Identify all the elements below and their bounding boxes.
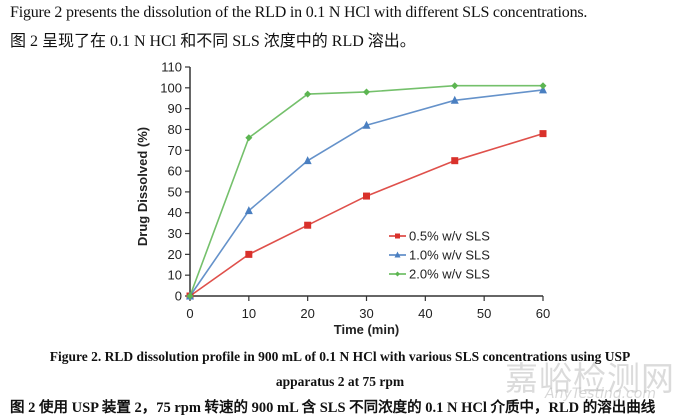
- series-3: [186, 82, 547, 300]
- chart-legend: 0.5% w/v SLS 1.0% w/v SLS 2.0% w/v SLS: [389, 229, 490, 282]
- y-tick-label: 80: [168, 122, 182, 137]
- y-tick-label: 60: [168, 164, 182, 179]
- data-point: [304, 90, 312, 98]
- legend-label: 0.5% w/v SLS: [409, 229, 490, 244]
- series-line: [189, 84, 543, 297]
- legend-label: 2.0% w/v SLS: [409, 267, 490, 282]
- series-2: [186, 85, 547, 300]
- data-point: [451, 82, 459, 90]
- x-tick-label: 40: [418, 306, 432, 321]
- y-axis-title: Drug Dissolved (%): [135, 127, 150, 246]
- y-tick-label: 40: [168, 205, 182, 220]
- data-point: [363, 192, 370, 200]
- dissolution-chart: 0 10 20 30 40 50 60 70 80 90 100 110 0 10 20 30 40 50 60 T…: [135, 60, 550, 338]
- figure-caption-chinese: 图 2 使用 USP 装置 2，75 rpm 转速的 900 mL 含 SLS …: [10, 400, 656, 416]
- data-point: [451, 157, 459, 165]
- y-tick-label: 0: [175, 289, 182, 304]
- data-point: [303, 156, 312, 165]
- data-point: [539, 130, 547, 138]
- legend-item: 1.0% w/v SLS: [389, 248, 490, 263]
- legend-item: 2.0% w/v SLS: [389, 267, 490, 282]
- x-tick-label: 0: [186, 306, 193, 321]
- figure-caption-line-1: Figure 2. RLD dissolution profile in 900…: [49, 349, 631, 364]
- watermark-chinese: 嘉峪检测网: [505, 359, 675, 398]
- chart-axes: 0 10 20 30 40 50 60 70 80 90 100 110 0 10 20 30 40 50 60: [160, 60, 550, 322]
- x-tick-label: 50: [477, 306, 491, 321]
- x-tick-label: 60: [536, 306, 550, 321]
- series-line: [189, 89, 544, 297]
- y-tick-label: 110: [161, 60, 182, 75]
- legend-marker: [394, 251, 401, 258]
- data-point: [362, 120, 371, 129]
- x-axis-title: Time (min): [334, 322, 400, 337]
- y-tick-label: 100: [160, 80, 182, 95]
- series-line: [189, 132, 544, 297]
- figure-caption-line-2: apparatus 2 at 75 rpm: [275, 374, 405, 389]
- series-1: [186, 130, 547, 300]
- data-point: [186, 292, 194, 300]
- legend-item: 0.5% w/v SLS: [389, 229, 490, 244]
- legend-label: 1.0% w/v SLS: [409, 248, 490, 263]
- y-tick-label: 70: [168, 143, 182, 158]
- x-tick-label: 20: [300, 306, 314, 321]
- y-tick-label: 10: [168, 268, 182, 283]
- legend-marker: [395, 271, 400, 277]
- x-tick-label: 10: [242, 306, 256, 321]
- data-point: [304, 221, 312, 229]
- intro-text-english: Figure 2 presents the dissolution of the…: [10, 4, 588, 21]
- data-point: [450, 95, 459, 104]
- intro-text-chinese: 图 2 呈现了在 0.1 N HCl 和不同 SLS 浓度中的 RLD 溶出。: [10, 33, 416, 50]
- data-point: [245, 134, 253, 142]
- data-point: [363, 88, 370, 96]
- watermark-english: AnyTesting.com: [545, 386, 656, 402]
- y-tick-label: 30: [168, 226, 182, 241]
- y-tick-label: 50: [168, 184, 182, 199]
- x-tick-label: 30: [359, 306, 373, 321]
- chart-series: [186, 82, 547, 300]
- data-point: [244, 206, 253, 215]
- legend-marker: [395, 233, 400, 239]
- data-point: [539, 82, 547, 90]
- y-tick-label: 90: [168, 101, 182, 116]
- data-point: [245, 250, 253, 258]
- data-point: [539, 85, 547, 94]
- y-tick-label: 20: [168, 247, 182, 262]
